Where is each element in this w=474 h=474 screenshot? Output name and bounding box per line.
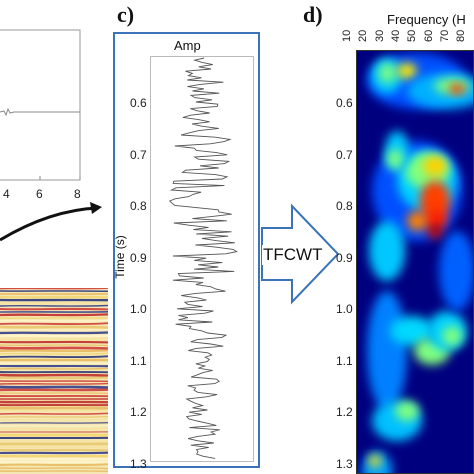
- seismic-reflector: [0, 412, 108, 415]
- spectrogram-energy-blob: [423, 156, 447, 176]
- seismic-reflector: [0, 355, 108, 359]
- spectrogram-energy-blob: [387, 149, 403, 169]
- panel-d-ytick: 1.2: [336, 405, 353, 419]
- seismic-reflector: [0, 301, 108, 305]
- panel-d-ytick: 1.0: [336, 302, 353, 316]
- panel-b-xtick: 4: [3, 187, 10, 201]
- panel-d-xtick: 80: [455, 29, 468, 42]
- seismic-reflector: [0, 304, 108, 307]
- panel-c-ytick: 0.6: [130, 96, 147, 110]
- panel-d-ytick: 0.6: [336, 96, 353, 110]
- seismic-reflector: [0, 346, 108, 350]
- tfcwt-spectrogram: [362, 53, 473, 473]
- panel-c-ytick: 1.0: [130, 302, 147, 316]
- panel-d-letter: d): [303, 2, 323, 27]
- panel-d-xtick: 60: [422, 29, 435, 42]
- seismic-reflector: [0, 349, 108, 353]
- spectrogram-energy-blob: [397, 63, 417, 79]
- panel-c-title: Amp: [174, 38, 201, 53]
- panel-c-ytick: 1.3: [130, 456, 147, 471]
- panel-b-xtick: 6: [36, 187, 43, 201]
- panel-c-letter: c): [117, 2, 135, 27]
- seismic-reflector: [0, 325, 108, 329]
- panel-d-xlabel: Frequency (H: [387, 12, 466, 27]
- seismic-reflector: [0, 313, 108, 317]
- seismic-reflector: [0, 337, 108, 341]
- seismic-reflector: [0, 440, 108, 443]
- spectrogram-energy-blob: [407, 211, 427, 231]
- seismic-reflector: [0, 415, 108, 418]
- spectrogram-energy-blob: [395, 401, 419, 421]
- seismic-reflector: [0, 385, 108, 389]
- spectrogram-energy-blob: [423, 209, 447, 229]
- seismic-section-image: [0, 288, 108, 474]
- panel-d-ytick: 0.9: [336, 250, 353, 265]
- seismic-reflector: [0, 427, 108, 431]
- panel-c-frame: [113, 32, 260, 468]
- amplitude-trace: [168, 57, 238, 459]
- seismic-reflector: [0, 344, 108, 347]
- seismic-reflector: [0, 295, 108, 299]
- spectrogram-energy-blob: [449, 84, 465, 94]
- spectrogram-energy-blob: [427, 223, 443, 239]
- panel-c-ytick: 1.1: [130, 353, 147, 368]
- seismic-reflector: [0, 367, 108, 370]
- seismic-reflector: [0, 331, 108, 335]
- panel-c-ytick: 0.8: [130, 199, 147, 213]
- panel-d-xtick: 30: [373, 29, 386, 42]
- panel-d-ytick: 0.7: [336, 147, 353, 162]
- panel-d-ytick: 1.1: [336, 353, 353, 368]
- seismic-reflector: [0, 463, 108, 467]
- panel-d-frame: [356, 50, 474, 474]
- panel-c-ytick: 0.9: [130, 250, 147, 265]
- panel-d-xtick: 50: [406, 29, 419, 42]
- seismic-reflector: [0, 319, 108, 322]
- seismic-reflector: [0, 373, 108, 377]
- seismic-reflector: [0, 322, 108, 326]
- spectrogram-energy-blob: [442, 326, 462, 346]
- spectrogram-energy-blob: [439, 231, 473, 311]
- panel-c-ylabel: Time (s): [112, 235, 127, 279]
- spectrogram-energy-blob: [390, 316, 434, 346]
- seismic-reflector: [0, 382, 108, 385]
- seismic-reflector: [0, 362, 108, 365]
- curved-arrow-icon: [0, 202, 102, 242]
- seismic-reflector: [0, 328, 108, 331]
- seismic-reflector: [0, 307, 108, 311]
- spectrogram-energy-blob: [379, 63, 395, 83]
- panel-d-xtick: 10: [341, 29, 353, 42]
- spectrogram-energy-blob: [369, 455, 381, 467]
- seismic-reflector: [0, 467, 108, 470]
- panel-c-ytick: 1.2: [130, 405, 147, 419]
- panel-b-plot: [0, 29, 81, 181]
- spectrogram-energy-blob: [369, 221, 405, 281]
- panel-d-ytick: 1.3: [336, 456, 353, 471]
- panel-b: 4 6 8: [0, 0, 112, 290]
- panel-d-ytick: 0.8: [336, 199, 353, 213]
- panel-c-ytick: 0.7: [130, 147, 147, 162]
- panel-d-xtick: 20: [357, 29, 370, 42]
- seismic-reflector: [0, 418, 108, 421]
- trace-line: [168, 57, 238, 459]
- seismic-reflector: [0, 424, 108, 427]
- seismic-reflector: [0, 376, 108, 380]
- panel-d-xtick: 70: [438, 29, 451, 42]
- seismic-reflector: [0, 340, 108, 344]
- spectrogram-energy-blob: [367, 291, 407, 411]
- panel-c-plot-area: [150, 56, 254, 462]
- tfcwt-label: TFCWT: [262, 245, 324, 265]
- spectrogram-energy-blob: [420, 181, 450, 221]
- panel-d-xtick: 40: [389, 29, 402, 42]
- panel-b-xtick: 8: [74, 187, 81, 201]
- seismic-reflector: [0, 352, 108, 355]
